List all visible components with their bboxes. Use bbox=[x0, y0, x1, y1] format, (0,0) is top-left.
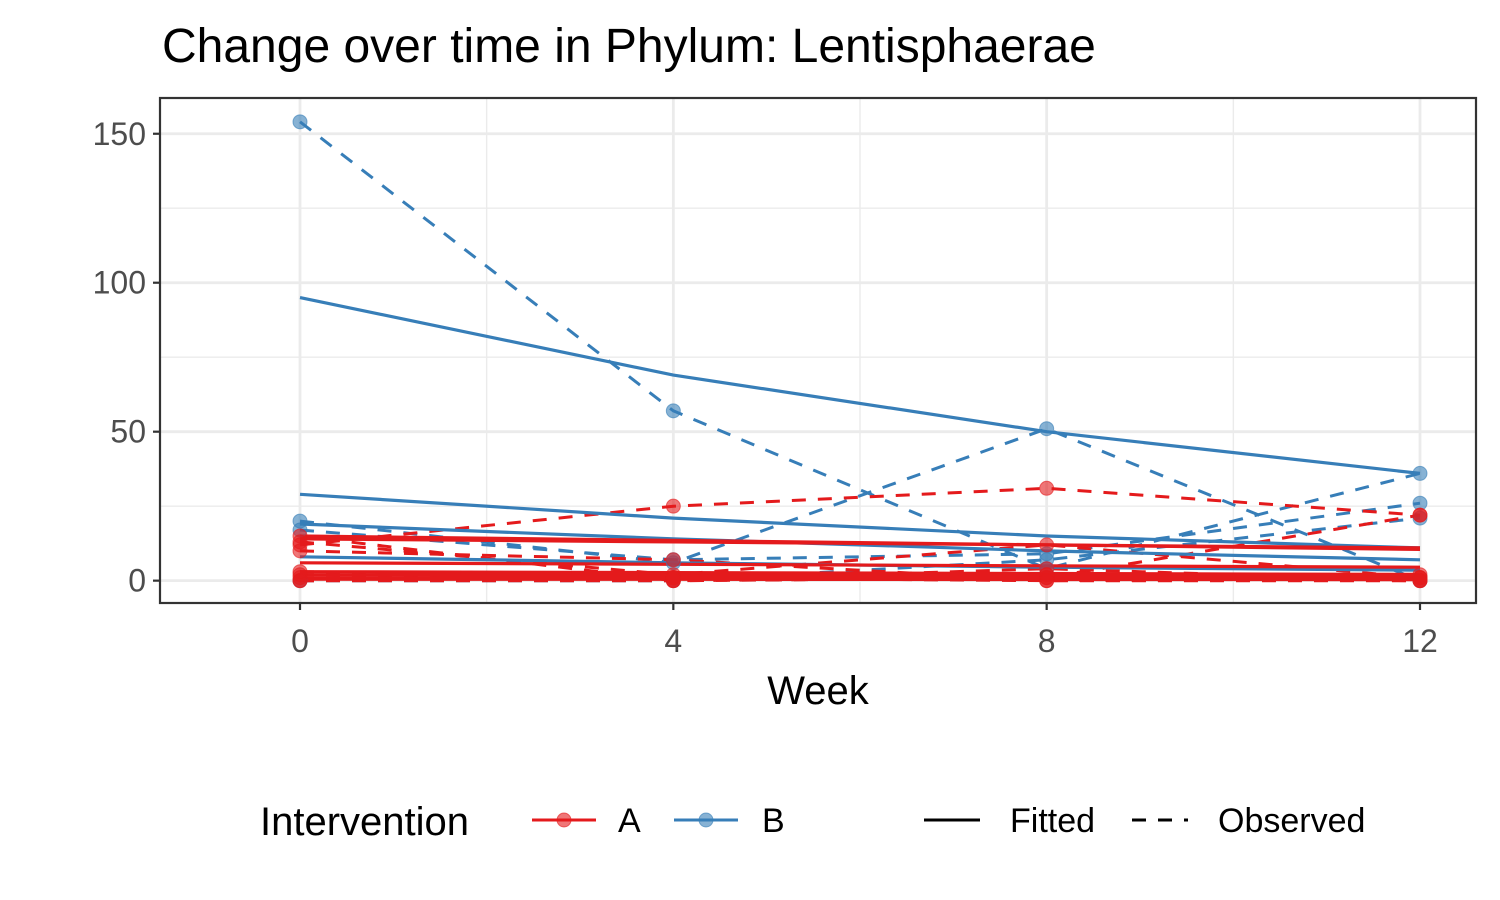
observed-point-a bbox=[1039, 480, 1055, 496]
legend-label-observed: Observed bbox=[1218, 802, 1365, 840]
legend-item-a: A bbox=[532, 802, 641, 840]
legend-key-point-b bbox=[698, 812, 714, 828]
x-axis-title: Week bbox=[767, 669, 870, 713]
legend: Intervention A B Fitted Observed bbox=[260, 800, 1365, 844]
x-tick-label: 4 bbox=[664, 623, 682, 659]
fitted-line-a bbox=[299, 573, 1421, 579]
observed-point-a bbox=[1412, 573, 1428, 589]
fitted-line-a bbox=[299, 561, 1421, 569]
legend-label-b: B bbox=[762, 802, 785, 840]
legend-item-observed: Observed bbox=[1132, 802, 1365, 840]
observed-point-a bbox=[1412, 507, 1428, 523]
observed-point-b bbox=[292, 114, 308, 130]
observed-point-b bbox=[1412, 465, 1428, 481]
legend-label-a: A bbox=[618, 802, 641, 840]
observed-point-b bbox=[1039, 421, 1055, 437]
y-tick-label: 0 bbox=[128, 563, 146, 599]
fitted-line-a bbox=[299, 537, 1421, 550]
x-tick-label: 12 bbox=[1402, 623, 1438, 659]
y-tick-label: 100 bbox=[93, 265, 146, 301]
observed-point-a bbox=[665, 570, 681, 586]
fitted-lines bbox=[299, 296, 1421, 582]
observed-point-a bbox=[665, 552, 681, 568]
observed-line-a bbox=[299, 549, 1421, 583]
observed-points bbox=[292, 114, 1428, 589]
observed-line-a bbox=[299, 486, 1421, 547]
observed-line-b bbox=[299, 120, 1421, 571]
chart-title: Change over time in Phylum: Lentisphaera… bbox=[162, 20, 1096, 73]
legend-label-fitted: Fitted bbox=[1010, 802, 1095, 840]
fitted-line-b bbox=[299, 296, 1421, 475]
y-tick-label: 50 bbox=[110, 414, 146, 450]
observed-point-b bbox=[665, 403, 681, 419]
fitted-line-a bbox=[299, 570, 1421, 577]
fitted-line-b bbox=[299, 492, 1421, 550]
grid-minor bbox=[160, 98, 1476, 603]
legend-title: Intervention bbox=[260, 800, 469, 844]
observed-point-a bbox=[1039, 573, 1055, 589]
observed-point-a bbox=[665, 498, 681, 514]
x-tick-label: 0 bbox=[291, 623, 309, 659]
observed-point-a bbox=[292, 543, 308, 559]
plot-panel bbox=[158, 96, 1478, 605]
legend-item-b: B bbox=[674, 802, 785, 840]
y-tick-label: 150 bbox=[93, 116, 146, 152]
legend-key-point-a bbox=[556, 812, 572, 828]
observed-line-b bbox=[299, 501, 1421, 562]
observed-point-a bbox=[1039, 537, 1055, 553]
x-tick-label: 8 bbox=[1038, 623, 1056, 659]
plot-background bbox=[160, 98, 1476, 603]
y-axis: 0 50 100 150 bbox=[93, 116, 160, 599]
x-axis: 0 4 8 12 bbox=[291, 603, 1438, 659]
legend-item-fitted: Fitted bbox=[924, 802, 1095, 840]
observed-point-a bbox=[292, 573, 308, 589]
plot-border bbox=[158, 96, 1478, 605]
